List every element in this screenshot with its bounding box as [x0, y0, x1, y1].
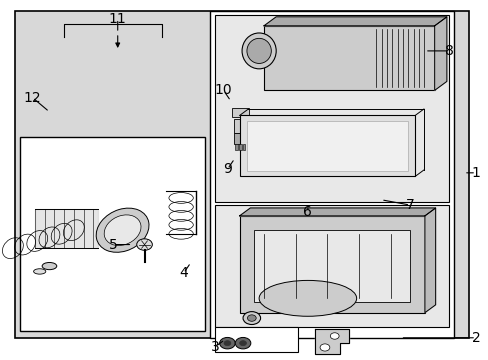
Polygon shape	[434, 17, 446, 90]
Polygon shape	[315, 329, 348, 354]
Circle shape	[243, 312, 260, 324]
Bar	[215, 205, 448, 327]
Bar	[233, 134, 245, 144]
Bar	[254, 230, 409, 302]
Polygon shape	[35, 209, 98, 248]
Bar	[238, 144, 241, 149]
Text: 9: 9	[223, 162, 231, 176]
Polygon shape	[424, 208, 435, 313]
Text: 2: 2	[471, 331, 480, 345]
Circle shape	[224, 341, 230, 346]
Ellipse shape	[246, 39, 271, 63]
Polygon shape	[239, 208, 435, 216]
Bar	[20, 137, 205, 330]
Ellipse shape	[42, 262, 57, 270]
Ellipse shape	[242, 33, 276, 69]
Bar	[233, 119, 247, 134]
Circle shape	[330, 333, 338, 339]
Circle shape	[137, 239, 152, 250]
Circle shape	[247, 315, 256, 321]
Circle shape	[235, 337, 250, 349]
Text: 3: 3	[210, 340, 219, 354]
Bar	[239, 116, 414, 176]
Bar	[232, 108, 249, 117]
Text: 5: 5	[108, 238, 117, 252]
Bar	[264, 26, 434, 90]
Ellipse shape	[259, 280, 356, 316]
Text: 10: 10	[214, 84, 232, 97]
Polygon shape	[264, 17, 446, 26]
Text: 7: 7	[405, 198, 414, 212]
Circle shape	[239, 341, 246, 346]
Circle shape	[320, 344, 329, 351]
Bar	[234, 144, 237, 149]
Bar	[246, 121, 407, 171]
Text: 11: 11	[109, 12, 126, 26]
Ellipse shape	[34, 269, 46, 274]
Ellipse shape	[96, 208, 149, 252]
Bar	[215, 15, 448, 202]
Text: 6: 6	[303, 205, 312, 219]
Text: 1: 1	[471, 166, 480, 180]
Bar	[239, 216, 424, 313]
Text: 4: 4	[179, 266, 187, 280]
Ellipse shape	[104, 215, 141, 246]
Bar	[210, 12, 453, 338]
Bar	[242, 144, 245, 149]
Circle shape	[219, 337, 235, 349]
Bar	[215, 327, 298, 352]
Text: 12: 12	[23, 90, 41, 104]
Text: 8: 8	[444, 44, 453, 58]
